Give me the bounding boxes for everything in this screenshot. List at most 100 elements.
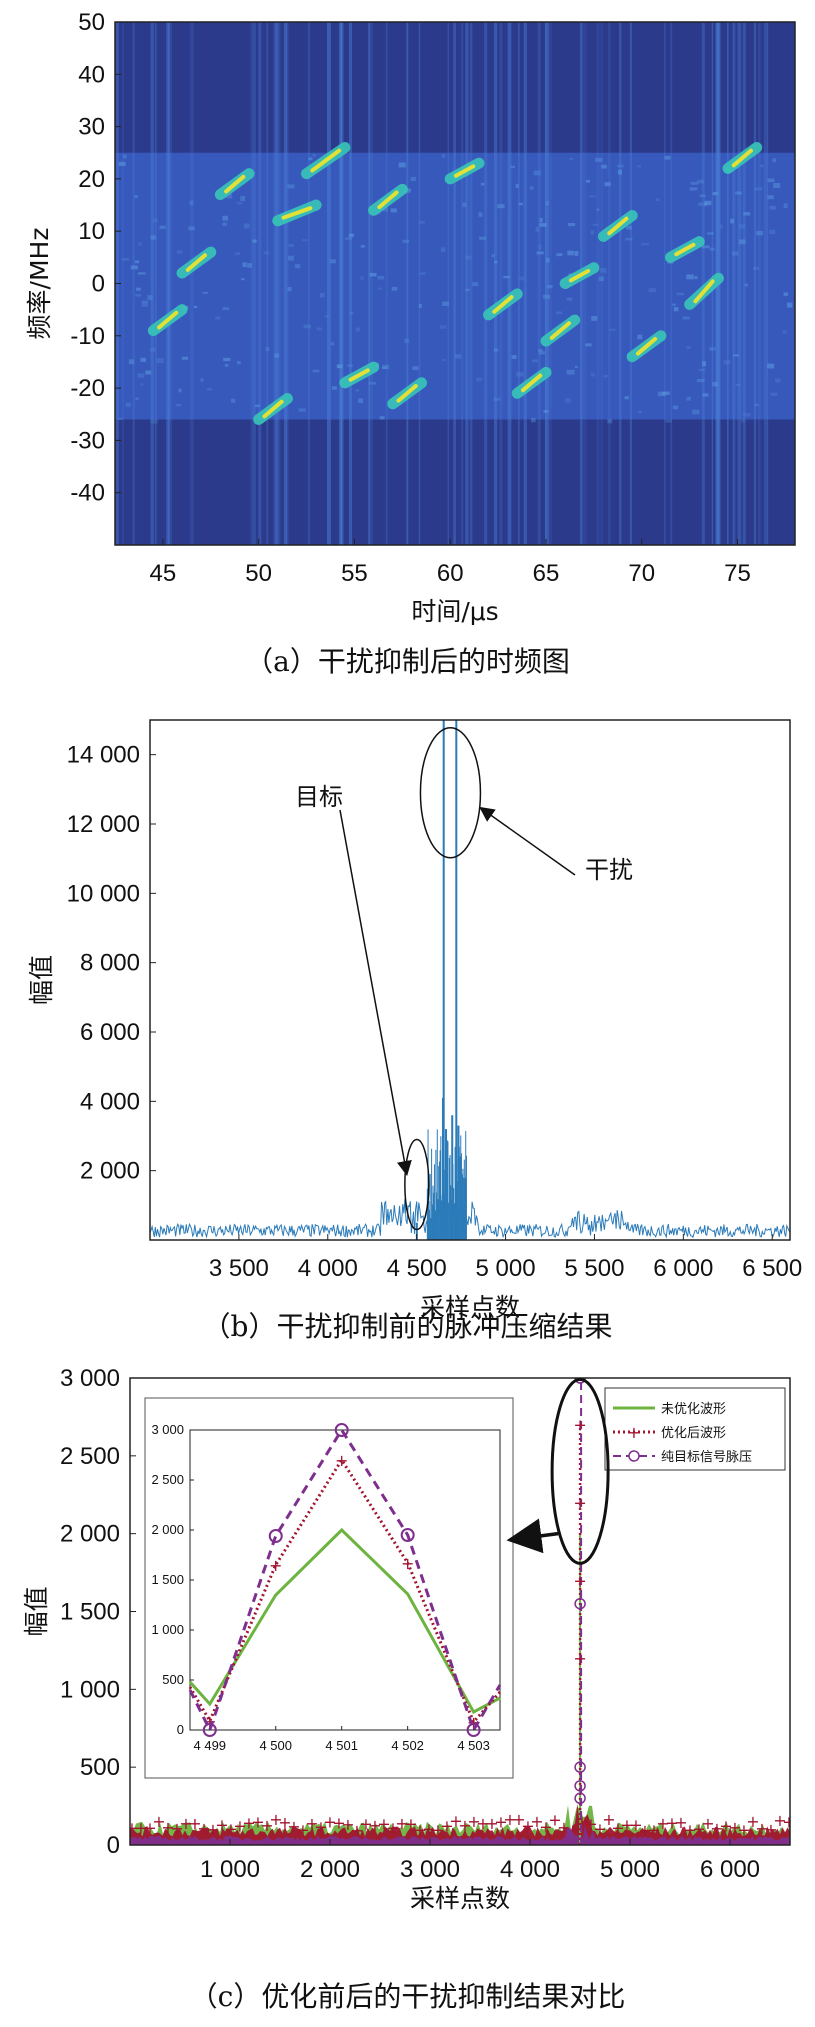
optimized-marker: + <box>287 1817 300 1836</box>
optimized-marker: + <box>737 1821 750 1840</box>
heatmap-speckle <box>140 383 144 386</box>
heatmap-speckle <box>664 155 671 160</box>
pure-target-marker <box>574 1378 586 1384</box>
heatmap-speckle <box>135 397 139 400</box>
heatmap-speckle <box>360 276 364 280</box>
heatmap-speckle <box>480 182 485 186</box>
interference-arrow <box>479 806 576 876</box>
heatmap-streak <box>275 22 279 545</box>
optimized-marker: + <box>575 1812 588 1831</box>
optimized-marker: + <box>674 1813 687 1832</box>
heatmap-streak <box>406 22 409 545</box>
x-tick-label: 70 <box>628 560 655 587</box>
heatmap-speckle <box>538 349 543 352</box>
heatmap-speckle <box>442 358 446 362</box>
heatmap-speckle <box>135 294 142 297</box>
optimized-marker: + <box>728 1818 741 1837</box>
heatmap-speckle <box>141 304 148 307</box>
heatmap-speckle <box>134 195 138 198</box>
heatmap-speckle <box>699 194 706 198</box>
y-tick-label: 2 500 <box>60 1443 120 1470</box>
signal-peak <box>157 310 179 330</box>
heatmap-streak <box>548 22 552 545</box>
heatmap-speckle <box>673 307 679 312</box>
x-tick-label: 3 500 <box>209 1255 269 1282</box>
optimized-marker: + <box>332 1813 345 1832</box>
pure-target-marker <box>574 1792 586 1805</box>
heatmap-speckle <box>719 224 723 229</box>
signal-peak <box>281 206 313 220</box>
heatmap-streak <box>758 22 761 545</box>
optimized-marker: + <box>746 1812 759 1831</box>
heatmap-speckle <box>538 244 542 250</box>
inset-optimized-marker: + <box>401 1554 414 1573</box>
heatmap-speckle <box>418 304 422 308</box>
heatmap-speckle <box>207 388 213 391</box>
heatmap-speckle <box>136 287 141 291</box>
heatmap-speckle <box>379 416 385 420</box>
y-tick-label: 1 500 <box>60 1599 120 1626</box>
pure-target-marker <box>574 1780 586 1792</box>
optimized-marker: + <box>719 1817 732 1836</box>
heatmap-speckle <box>478 212 483 217</box>
heatmap-speckle <box>117 417 123 421</box>
heatmap-speckle <box>566 297 573 301</box>
heatmap-streak <box>484 22 488 545</box>
heatmap-speckle <box>493 348 499 352</box>
y-tick-label: 3 000 <box>60 1365 120 1392</box>
optimized-marker: + <box>593 1820 606 1839</box>
optimized-marker: + <box>431 1821 444 1840</box>
x-tick-label: 4 000 <box>500 1856 560 1883</box>
x-axis-label: 时间/μs <box>411 597 498 626</box>
heatmap-speckle <box>175 403 182 407</box>
optimized-marker: + <box>359 1815 372 1834</box>
heatmap-speckle <box>694 276 698 280</box>
heatmap-streak <box>132 22 135 545</box>
signal-peak <box>377 190 399 210</box>
heatmap-speckle <box>237 361 241 365</box>
heatmap-speckle <box>404 338 410 343</box>
heatmap-speckle <box>754 403 759 407</box>
optimized-marker: + <box>530 1812 543 1831</box>
heatmap-speckle <box>369 272 377 277</box>
heatmap-speckle <box>686 396 691 401</box>
y-tick-label: 2 000 <box>80 1158 140 1185</box>
heatmap-streak <box>154 22 157 545</box>
heatmap-speckle <box>567 250 574 256</box>
inset-pure-target-marker <box>268 1529 283 1543</box>
heatmap-speckle <box>743 412 751 417</box>
x-tick-label: 60 <box>437 560 464 587</box>
y-tick-label: -10 <box>70 323 105 350</box>
heatmap-speckle <box>472 282 479 287</box>
heatmap-streak <box>150 22 154 545</box>
inset-y-tick-label: 0 <box>177 1722 184 1737</box>
optimized-marker: + <box>665 1814 678 1833</box>
optimized-marker: + <box>701 1814 714 1833</box>
legend-label: 优化后波形 <box>661 1426 726 1441</box>
heatmap-streak <box>349 22 352 545</box>
optimized-marker: + <box>152 1812 165 1831</box>
optimized-marker: + <box>377 1815 390 1834</box>
heatmap-speckle <box>149 347 156 352</box>
heatmap-speckle <box>535 226 540 232</box>
heatmap-speckle <box>744 283 748 287</box>
heatmap-speckle <box>240 195 246 201</box>
heatmap-streak <box>266 22 269 545</box>
heatmap-speckle <box>616 164 624 168</box>
optimized-marker: + <box>683 1821 696 1840</box>
heatmap-speckle <box>188 226 195 231</box>
heatmap-speckle <box>676 292 684 296</box>
heatmap-speckle <box>545 200 550 206</box>
pure-target-noise <box>130 1825 790 1845</box>
heatmap-speckle <box>223 357 231 362</box>
heatmap-streak <box>600 22 604 545</box>
heatmap-speckle <box>529 186 534 190</box>
heatmap-speckle <box>707 232 714 235</box>
heatmap-speckle <box>497 204 505 209</box>
heatmap-speckle <box>177 250 183 254</box>
heatmap-speckle <box>704 200 712 206</box>
heatmap-streak <box>447 22 449 545</box>
heatmap-speckle <box>382 364 390 370</box>
legend-marker: + <box>627 1423 640 1442</box>
heatmap-speckle <box>134 260 140 264</box>
